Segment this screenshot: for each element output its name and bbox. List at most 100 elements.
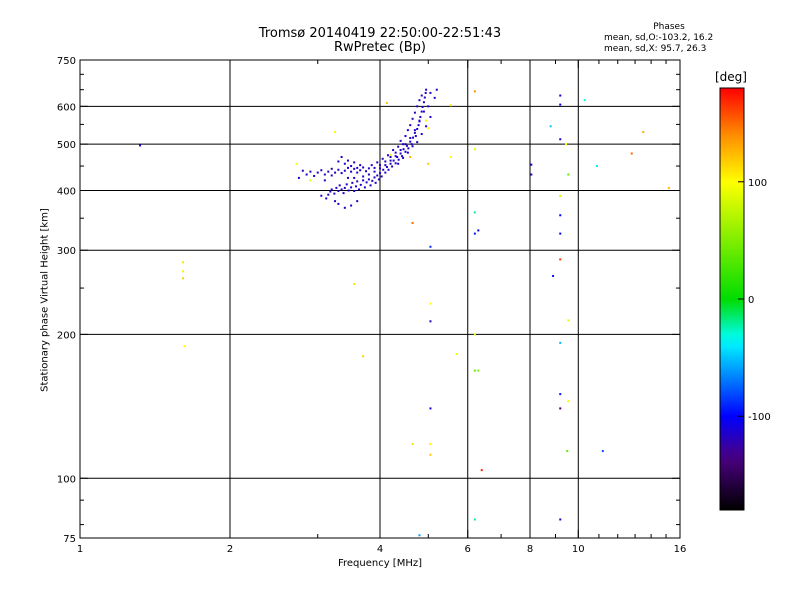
echo-point	[429, 407, 432, 410]
echo-point	[630, 152, 633, 155]
o-trace-point	[373, 170, 376, 173]
echo-point	[530, 173, 533, 176]
o-trace-point	[427, 105, 430, 108]
o-trace-point	[323, 173, 326, 176]
echo-point	[429, 302, 432, 305]
o-trace-point	[394, 151, 397, 154]
o-trace-point	[329, 190, 332, 193]
chart-subtitle: RwPretec (Bp)	[333, 40, 427, 55]
o-trace-point	[351, 181, 354, 184]
echo-point	[565, 143, 568, 146]
o-trace-point	[346, 176, 349, 179]
x-tick-label: 2	[227, 544, 233, 555]
o-trace-point	[394, 162, 397, 165]
echo-point	[559, 138, 562, 141]
o-trace-point	[391, 165, 394, 168]
o-trace-point	[411, 145, 414, 148]
echo-point	[559, 518, 562, 521]
o-trace-point	[353, 161, 356, 164]
echo-point	[334, 131, 337, 134]
o-trace-point	[382, 168, 385, 171]
o-trace-point	[377, 178, 380, 181]
echo-point	[552, 274, 555, 277]
stats-line-x: mean, sd,X: 95.7, 26.3	[604, 44, 707, 54]
y-tick-label: 300	[57, 246, 76, 257]
o-trace-point	[422, 110, 425, 113]
o-trace-point	[386, 154, 389, 157]
o-trace-point	[397, 162, 400, 165]
echo-point	[455, 352, 458, 355]
y-tick-label: 400	[57, 186, 76, 197]
o-trace-point	[337, 168, 340, 171]
o-trace-point	[373, 166, 376, 169]
o-trace-point	[334, 200, 337, 203]
o-trace-point	[381, 157, 384, 160]
o-trace-point	[365, 170, 368, 173]
colorbar-tick-label: 100	[748, 178, 767, 189]
o-trace-point	[424, 91, 427, 94]
echo-point	[362, 355, 365, 358]
echo-point	[411, 442, 414, 445]
o-trace-point	[338, 184, 341, 187]
echo-point	[473, 90, 476, 93]
o-trace-point	[350, 170, 353, 173]
echo-point	[429, 442, 432, 445]
o-trace-point	[389, 159, 392, 162]
o-trace-point	[420, 133, 423, 136]
data-points	[139, 88, 670, 537]
o-trace-point	[392, 159, 395, 162]
echo-point	[642, 131, 645, 134]
o-trace-point	[342, 192, 345, 195]
y-tick-label: 100	[57, 474, 76, 485]
stats-heading: Phases	[653, 22, 685, 32]
o-trace-point	[353, 176, 356, 179]
stats-line-o: mean, sd,O:-103.2, 16.2	[604, 33, 714, 43]
echo-point	[559, 94, 562, 97]
o-trace-point	[384, 164, 387, 167]
o-trace-point	[379, 172, 381, 175]
o-trace-point	[406, 151, 409, 154]
o-trace-point	[404, 135, 407, 138]
o-trace-point	[412, 136, 415, 139]
x-tick-label: 10	[572, 544, 585, 555]
echo-point	[583, 99, 586, 102]
o-trace-point	[340, 188, 343, 191]
o-trace-point	[409, 140, 412, 143]
echo-point	[353, 282, 356, 285]
echo-point	[182, 261, 185, 264]
echo-point	[480, 469, 483, 472]
o-trace-point	[337, 160, 340, 163]
o-trace-point	[410, 143, 413, 146]
echo-point	[473, 333, 476, 336]
o-trace-point	[402, 148, 405, 151]
echo-point	[473, 232, 476, 235]
o-trace-point	[387, 168, 390, 171]
echo-point	[473, 369, 476, 372]
echo-point	[559, 407, 562, 410]
o-trace-point	[425, 88, 428, 91]
echo-point	[549, 125, 552, 128]
o-trace-point	[373, 176, 376, 179]
o-trace-point	[370, 164, 373, 167]
o-trace-point	[350, 186, 353, 189]
echo-point	[601, 450, 604, 453]
o-trace-point	[374, 181, 377, 184]
echo-point	[429, 453, 432, 456]
y-tick-label: 600	[57, 102, 76, 113]
echo-point	[567, 173, 570, 176]
o-trace-point	[359, 183, 362, 186]
echo-point	[409, 156, 412, 159]
o-trace-point	[337, 190, 340, 193]
o-trace-point	[334, 171, 337, 174]
echo-point	[559, 103, 562, 106]
o-trace-point	[327, 193, 330, 196]
echo-point	[559, 194, 562, 197]
o-trace-point	[409, 124, 412, 127]
o-trace-point	[416, 141, 419, 144]
o-trace-point	[405, 144, 408, 147]
o-trace-point	[429, 115, 432, 118]
o-trace-point	[379, 164, 381, 167]
echo-point	[183, 345, 186, 348]
echo-point	[473, 518, 476, 521]
o-trace-point	[343, 162, 346, 165]
